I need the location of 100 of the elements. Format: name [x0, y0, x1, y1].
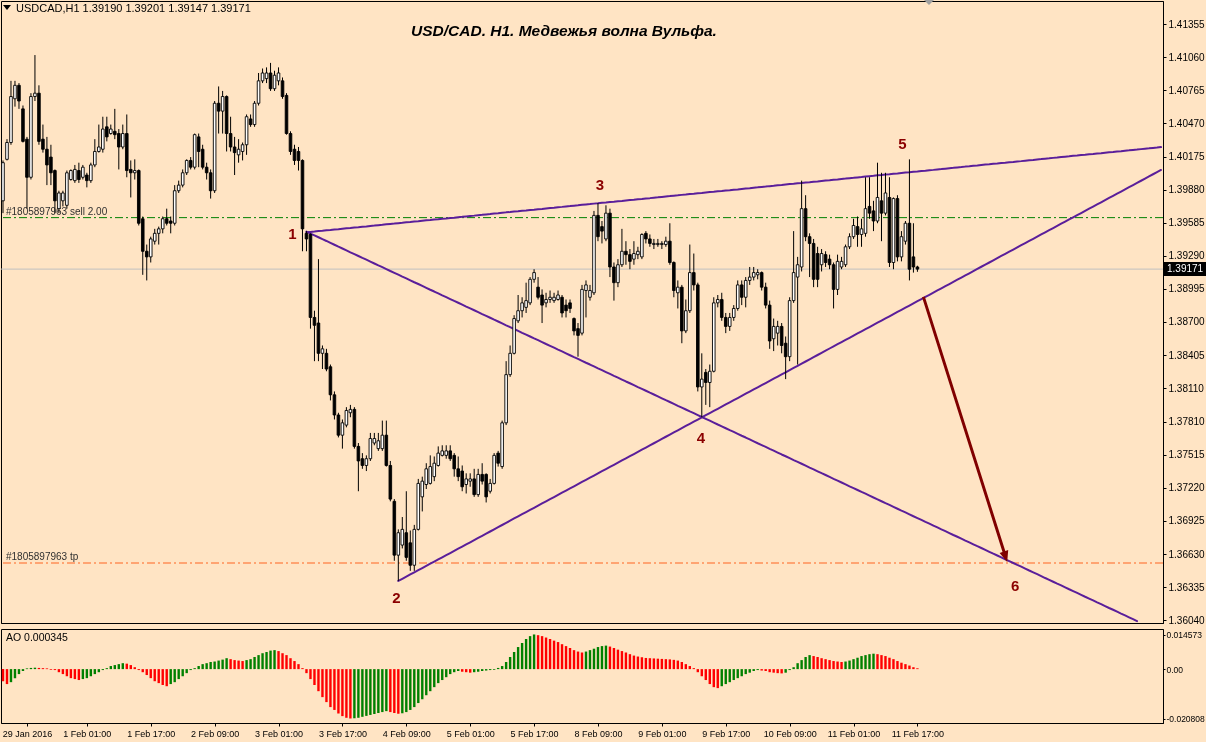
bar	[852, 659, 855, 670]
bar	[804, 657, 807, 670]
bar	[337, 669, 340, 714]
y-tick-label: 1.38405	[1168, 349, 1206, 361]
candlestick	[660, 240, 664, 250]
bar	[285, 655, 288, 670]
y-tick-label: 1.39290	[1168, 250, 1206, 262]
candlestick	[648, 233, 652, 248]
x-tick-label: 2 Feb 09:00	[191, 728, 240, 739]
bar	[293, 661, 296, 670]
bar	[365, 669, 368, 716]
y-tick-label: 1.37515	[1168, 449, 1206, 461]
bar	[836, 661, 839, 670]
bar	[237, 660, 240, 670]
bar	[257, 655, 260, 670]
bar	[872, 653, 875, 670]
bar	[265, 652, 268, 670]
bar	[289, 658, 292, 670]
candlestick	[220, 90, 225, 135]
bar	[812, 656, 815, 670]
bar	[277, 651, 280, 670]
bar	[892, 659, 895, 670]
bar	[249, 659, 252, 670]
y-tick-label: 1.38700	[1168, 316, 1206, 328]
bar	[241, 661, 244, 670]
candlestick	[568, 299, 572, 314]
candlestick	[464, 472, 468, 494]
bar	[800, 660, 803, 670]
bar	[185, 669, 188, 674]
candlestick	[472, 468, 476, 498]
bar	[401, 669, 404, 714]
y-tick-label: 1.36630	[1168, 548, 1206, 560]
y-tick-label: 1.40175	[1168, 151, 1206, 163]
bar	[209, 661, 212, 670]
bar	[321, 669, 324, 698]
bar	[221, 659, 224, 670]
x-tick-label: 5 Feb 17:00	[510, 728, 559, 739]
bar	[832, 661, 835, 670]
bar	[848, 660, 851, 670]
candlestick	[548, 290, 552, 304]
x-tick-label: 1 Feb 17:00	[127, 728, 176, 739]
x-tick-label: 3 Feb 17:00	[318, 728, 367, 739]
bar	[880, 655, 883, 670]
bar	[197, 666, 200, 670]
bar	[824, 659, 827, 670]
candlestick	[560, 294, 564, 318]
bar	[181, 669, 184, 677]
bar	[233, 660, 236, 670]
bar	[213, 661, 216, 670]
text: USD/CAD. H1. Медвежья волна Вульфа.	[411, 22, 717, 39]
x-tick-label: 8 Feb 09:00	[574, 728, 623, 739]
x-tick-label: 1 Feb 01:00	[63, 728, 112, 739]
bar	[876, 654, 879, 670]
bar	[281, 653, 284, 670]
bar	[461, 669, 464, 672]
bar	[772, 669, 775, 673]
bar	[476, 669, 480, 672]
bar	[373, 669, 376, 714]
bar	[269, 650, 272, 670]
candlestick	[739, 279, 744, 306]
bar	[297, 664, 300, 670]
y-tick-label: 0.014573	[1166, 630, 1203, 641]
candlestick	[624, 240, 628, 266]
bar	[860, 656, 863, 670]
bar	[229, 659, 232, 670]
y-tick-label: -0.020808	[1166, 714, 1206, 725]
y-tick-label: 1.40470	[1168, 117, 1206, 129]
bar	[397, 669, 400, 714]
bar	[205, 663, 208, 670]
x-tick-label: 9 Feb 01:00	[638, 728, 687, 739]
bar	[864, 655, 867, 670]
bar	[381, 669, 384, 713]
x-tick-label: 10 Feb 09:00	[763, 728, 817, 739]
chart-title: AO 0.000345	[6, 631, 69, 643]
bar	[888, 657, 891, 670]
bar	[345, 669, 348, 718]
bar	[840, 661, 843, 670]
candlestick	[871, 200, 876, 232]
bar	[361, 669, 364, 717]
y-tick-label: 1.38110	[1168, 382, 1205, 394]
y-tick-label: 1.36335	[1168, 581, 1206, 593]
y-tick-label: 1.37220	[1168, 482, 1206, 494]
candlestick	[564, 299, 568, 318]
bar	[856, 657, 859, 670]
bar	[389, 669, 392, 713]
x-tick-label: 5 Feb 01:00	[446, 728, 495, 739]
candlestick	[236, 138, 241, 164]
y-tick-label: 1.39880	[1168, 184, 1206, 196]
bar	[796, 663, 799, 670]
candlestick	[855, 216, 860, 248]
annotation: 5	[898, 135, 907, 152]
annotation: 3	[595, 176, 605, 194]
y-tick-label: 1.36925	[1168, 515, 1206, 527]
x-tick-label: 11 Feb 17:00	[891, 728, 945, 739]
candlestick	[552, 292, 556, 304]
bar	[844, 661, 847, 670]
bar	[273, 650, 276, 670]
bar	[776, 669, 779, 674]
candlestick	[775, 320, 780, 346]
y-tick-label: 1.39585	[1168, 217, 1206, 229]
